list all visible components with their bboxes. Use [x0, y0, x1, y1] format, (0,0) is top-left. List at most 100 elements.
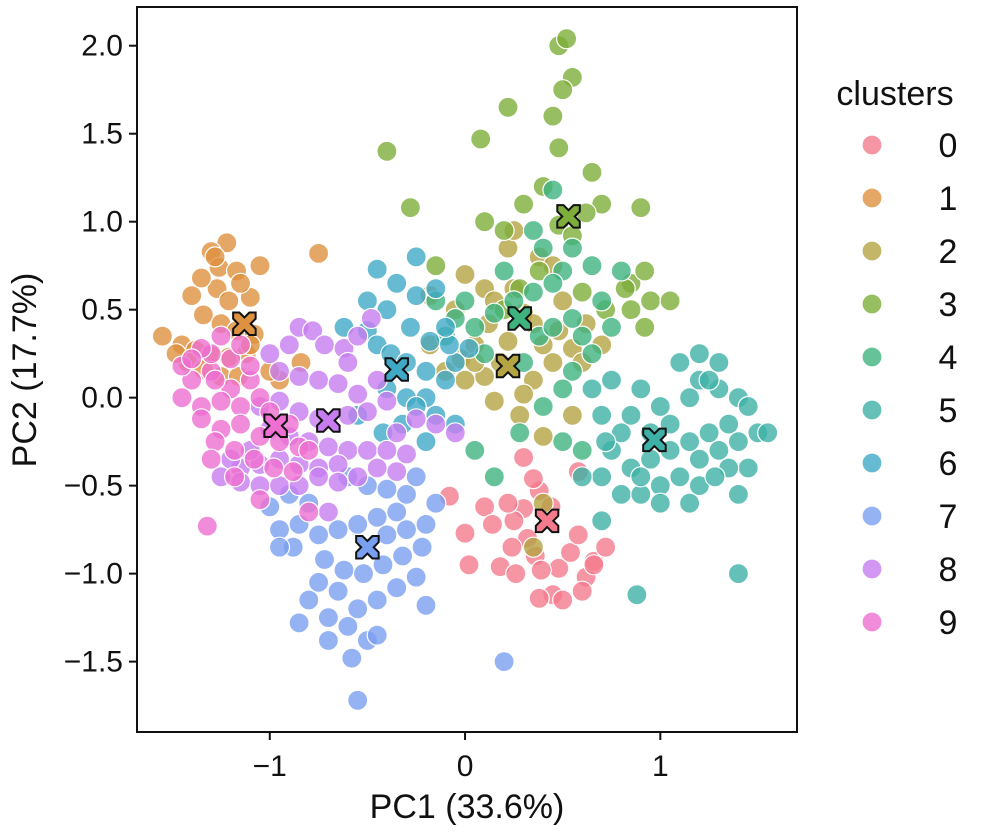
data-point-cluster-8-50 — [386, 461, 408, 483]
x-tick-label: 0 — [457, 750, 474, 783]
y-tick-label: −1.0 — [64, 558, 123, 591]
data-point-cluster-4-21 — [591, 290, 613, 312]
data-point-cluster-8-28 — [395, 443, 418, 465]
data-point-cluster-7-37 — [405, 466, 427, 488]
data-point-cluster-3-17 — [425, 255, 447, 277]
data-point-cluster-4-26 — [483, 466, 505, 488]
data-point-cluster-1-31 — [229, 272, 252, 294]
data-point-cluster-3-16 — [399, 197, 421, 219]
centroid-marker-cluster-5 — [642, 427, 667, 453]
data-point-cluster-0-16 — [454, 522, 476, 544]
data-point-cluster-9-11 — [229, 413, 252, 435]
data-point-cluster-0-25 — [505, 562, 527, 585]
data-point-cluster-5-7 — [737, 395, 759, 418]
data-point-cluster-4-5 — [542, 272, 564, 294]
legend-label-9: 9 — [939, 604, 958, 642]
data-point-cluster-7-30 — [317, 629, 339, 652]
data-point-cluster-1-12 — [151, 325, 173, 347]
legend-label-4: 4 — [939, 339, 958, 377]
data-point-cluster-4-33 — [581, 255, 603, 277]
data-point-cluster-8-5 — [360, 307, 382, 330]
data-point-cluster-5-0 — [669, 351, 691, 374]
data-point-cluster-4-23 — [610, 260, 632, 282]
data-point-cluster-6-22 — [458, 337, 480, 359]
data-point-cluster-2-36 — [522, 536, 545, 558]
data-point-cluster-6-2 — [405, 246, 427, 268]
data-point-cluster-6-0 — [366, 258, 388, 280]
data-point-cluster-0-7 — [567, 524, 589, 546]
data-point-cluster-7-4 — [386, 501, 408, 523]
legend-title: clusters — [836, 75, 953, 113]
centroid-marker-cluster-8 — [316, 408, 341, 433]
data-point-cluster-5-15 — [591, 466, 613, 488]
data-point-cluster-4-31 — [454, 290, 476, 312]
data-point-cluster-7-32 — [366, 624, 388, 646]
data-point-cluster-5-21 — [708, 439, 730, 461]
data-point-cluster-8-4 — [347, 325, 369, 347]
data-point-cluster-8-2 — [313, 334, 336, 356]
data-point-cluster-4-3 — [561, 237, 584, 259]
centroids-layer — [232, 204, 667, 560]
data-point-cluster-2-7 — [497, 330, 519, 352]
data-point-cluster-7-21 — [366, 589, 388, 611]
x-axis-title: PC1 (33.6%) — [370, 788, 565, 826]
data-point-cluster-8-52 — [337, 351, 359, 374]
centroid-marker-cluster-0 — [534, 508, 560, 534]
data-point-cluster-5-43 — [698, 369, 720, 391]
data-point-cluster-8-16 — [337, 404, 359, 426]
legend-marker-0 — [861, 134, 883, 156]
data-point-cluster-8-15 — [356, 401, 378, 423]
data-point-cluster-2-21 — [512, 383, 535, 405]
data-point-cluster-3-28 — [571, 281, 593, 303]
data-point-cluster-4-30 — [493, 260, 515, 282]
data-point-cluster-1-25 — [181, 285, 203, 307]
data-point-cluster-5-12 — [639, 448, 662, 470]
data-point-cluster-8-49 — [366, 457, 388, 479]
data-point-cluster-2-10 — [454, 369, 476, 391]
legend-marker-7 — [861, 505, 883, 527]
data-point-cluster-0-20 — [497, 492, 519, 514]
legend-label-1: 1 — [939, 180, 958, 218]
data-point-cluster-5-28 — [630, 466, 652, 488]
data-point-cluster-9-18 — [210, 325, 232, 347]
legend-marker-6 — [861, 452, 883, 474]
data-point-cluster-3-21 — [659, 290, 681, 312]
data-point-cluster-7-43 — [395, 518, 418, 541]
data-point-cluster-8-48 — [347, 466, 369, 488]
data-point-cluster-0-29 — [530, 559, 552, 581]
data-point-cluster-6-12 — [434, 369, 457, 391]
data-point-cluster-0-24 — [594, 536, 617, 558]
data-point-cluster-5-1 — [688, 343, 711, 365]
data-point-cluster-4-11 — [561, 307, 584, 330]
x-tick-label: 1 — [652, 750, 669, 783]
centroid-marker-cluster-1 — [232, 311, 257, 336]
data-point-cluster-8-6 — [278, 334, 300, 356]
data-point-cluster-3-19 — [620, 299, 642, 321]
data-point-cluster-6-21 — [438, 334, 460, 356]
y-tick-label: 2.0 — [81, 30, 123, 63]
data-point-cluster-7-22 — [347, 598, 369, 620]
data-point-cluster-5-10 — [678, 431, 701, 453]
data-point-cluster-5-18 — [649, 475, 671, 497]
data-point-cluster-5-38 — [591, 510, 613, 532]
data-point-cluster-7-42 — [376, 524, 398, 546]
data-point-cluster-0-12 — [528, 587, 550, 609]
data-point-cluster-4-6 — [522, 281, 545, 303]
legend: 0 1 2 3 4 5 6 7 8 9 — [861, 127, 958, 642]
data-point-cluster-2-30 — [532, 425, 554, 447]
data-point-cluster-5-32 — [600, 369, 623, 391]
data-point-cluster-7-33 — [347, 689, 369, 711]
data-point-cluster-9-26 — [200, 448, 222, 470]
data-point-cluster-7-31 — [288, 612, 310, 634]
data-point-cluster-7-14 — [352, 562, 375, 585]
data-point-cluster-8-26 — [356, 439, 378, 461]
data-point-cluster-2-15 — [542, 351, 564, 374]
x-axis-ticks: −1 0 1 — [253, 732, 669, 783]
data-point-cluster-2-2 — [454, 263, 476, 286]
data-point-cluster-7-20 — [386, 577, 408, 599]
data-point-cluster-5-2 — [708, 351, 730, 374]
data-point-cluster-5-22 — [727, 431, 750, 453]
data-point-cluster-9-36 — [298, 501, 320, 523]
legend-marker-9 — [861, 611, 883, 633]
